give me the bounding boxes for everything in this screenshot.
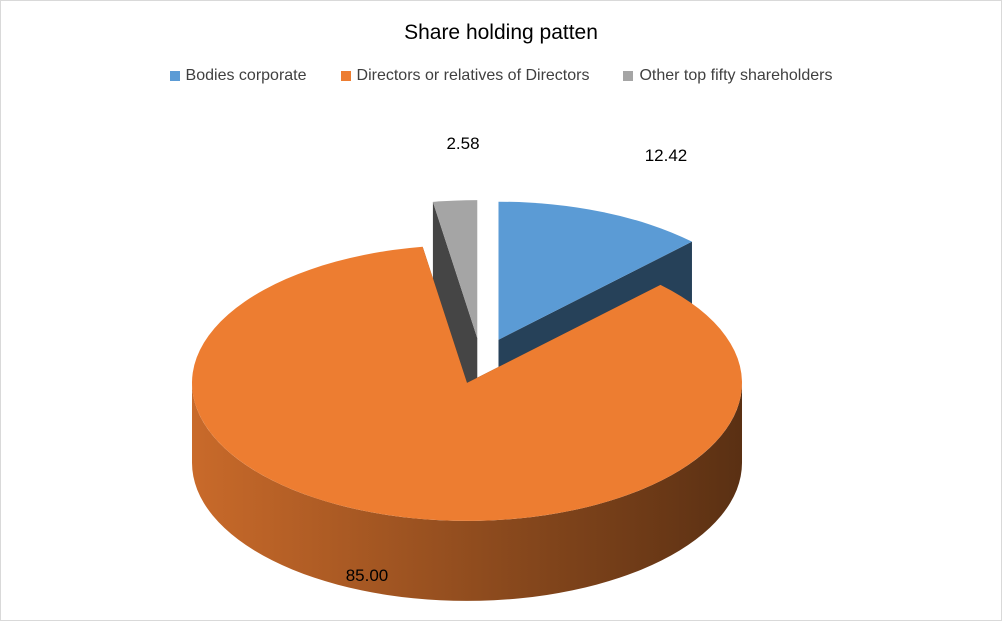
legend-item-directors: Directors or relatives of Directors [340, 67, 590, 85]
data-label-2: 2.58 [446, 134, 479, 153]
legend-item-other-shareholders: Other top fifty shareholders [623, 67, 832, 85]
legend-label: Other top fifty shareholders [639, 67, 833, 84]
legend-item-bodies-corporate: Bodies corporate [169, 67, 307, 85]
chart-title: Share holding patten [404, 21, 598, 44]
data-label-0: 12.42 [645, 146, 688, 165]
pie-slice-edge [432, 201, 478, 419]
pie-slice-wall [192, 382, 743, 601]
pie-slice-2 [432, 200, 478, 419]
pie-slice-top [498, 201, 692, 340]
data-label-1: 85.00 [346, 566, 389, 585]
pie-slice-top [192, 246, 743, 521]
legend-label: Bodies corporate [185, 67, 307, 84]
legend-swatch [169, 71, 180, 81]
pie-slice-top [432, 200, 478, 339]
legend-label: Directors or relatives of Directors [356, 67, 590, 84]
legend-swatch [623, 71, 634, 81]
legend-swatch [340, 71, 351, 81]
legend: Bodies corporate Directors or relatives … [1, 67, 1001, 85]
pie-slice-1 [192, 246, 743, 601]
